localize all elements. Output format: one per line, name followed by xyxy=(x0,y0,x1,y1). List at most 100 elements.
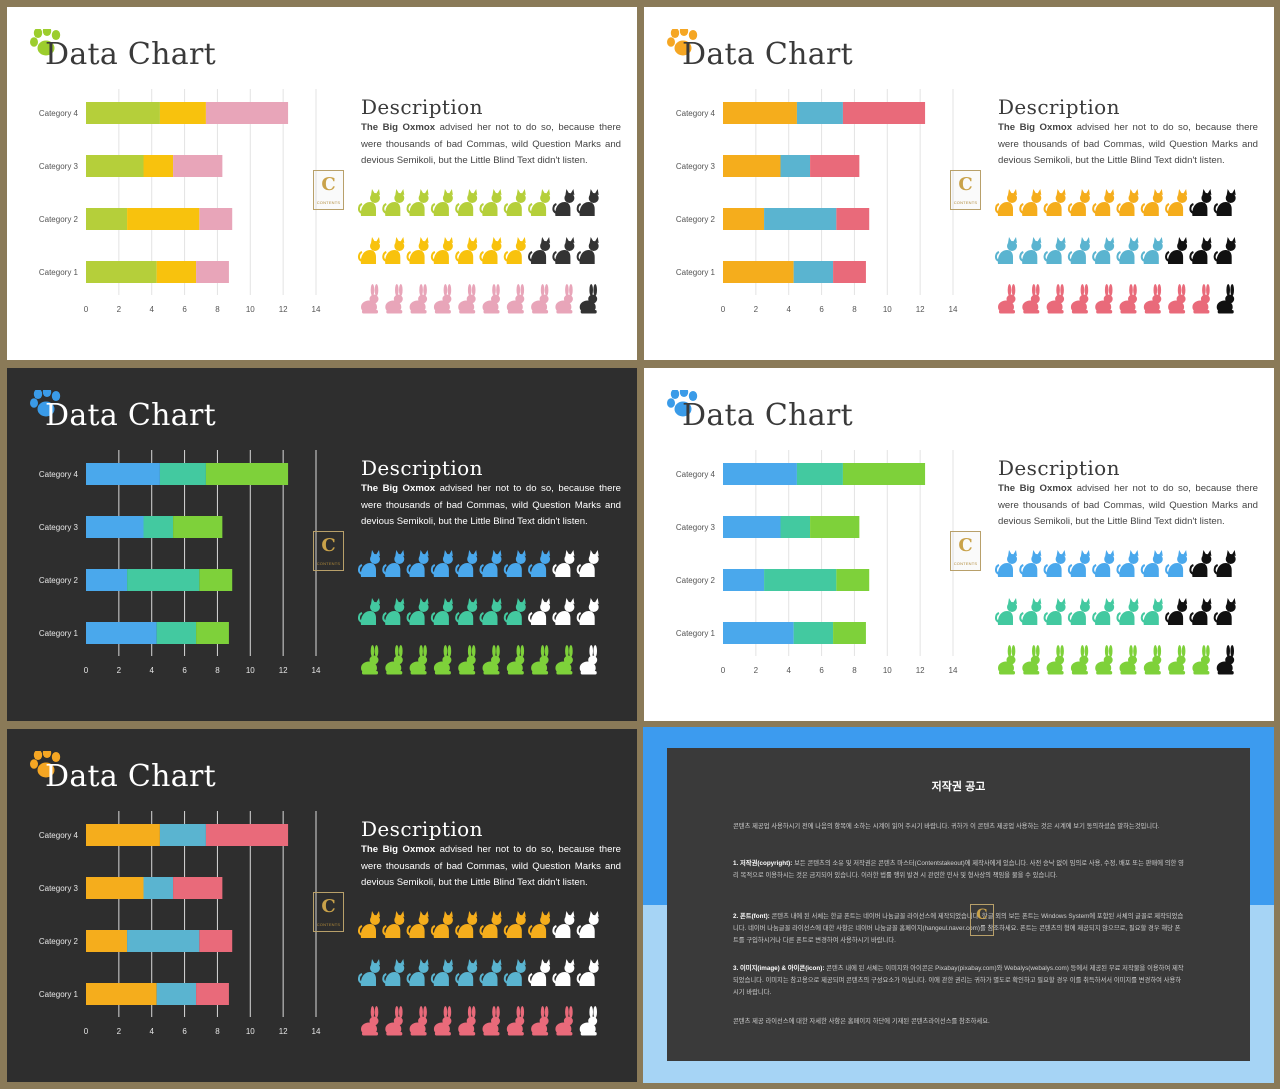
y-category-label: Category 1 xyxy=(39,990,79,999)
y-category-label: Category 4 xyxy=(676,470,716,479)
x-tick-label: 8 xyxy=(215,1027,220,1036)
cat-icon xyxy=(358,550,380,577)
slide-4[interactable]: Data Chart 0 2 4 6 8 10 12 14 Category 1 Category… xyxy=(644,368,1274,721)
y-category-label: Category 3 xyxy=(676,523,716,532)
cat-icon xyxy=(503,189,526,216)
slide-1[interactable]: Data Chart 0 2 4 6 8 10 12 14 Category 1 Category… xyxy=(7,7,637,360)
cat-icon-row-2 xyxy=(995,237,1236,264)
cat-icon-row-1 xyxy=(995,550,1236,577)
cat-icon xyxy=(1116,189,1139,216)
bar-segment xyxy=(723,261,794,283)
paw-icon xyxy=(667,29,698,56)
cat-icon xyxy=(503,959,526,986)
notice-paragraph-5: 콘텐츠 제공 라이선스에 대한 자세한 사항은 홈페이지 하단에 기재된 콘텐츠… xyxy=(733,1018,990,1025)
cat-icon xyxy=(406,598,429,625)
cat-icon xyxy=(576,550,599,577)
cat-icon xyxy=(382,598,405,625)
cat-icon-row-2 xyxy=(358,598,599,625)
bar-segment xyxy=(205,824,289,846)
bar-segment xyxy=(156,261,197,283)
rabbit-icon xyxy=(433,284,452,314)
y-category-label: Category 4 xyxy=(39,831,79,840)
cat-icon xyxy=(528,911,551,938)
bar-segment xyxy=(156,622,197,644)
description-text: The Big Oxmox advised her not to do so, … xyxy=(361,844,622,888)
x-tick-label: 8 xyxy=(852,305,857,314)
rabbit-icon xyxy=(385,284,403,314)
bar-segment xyxy=(833,622,866,644)
y-category-label: Category 2 xyxy=(676,576,716,585)
cat-icon xyxy=(455,550,478,577)
cat-icon xyxy=(406,550,429,577)
x-tick-label: 12 xyxy=(916,305,925,314)
cat-icon xyxy=(479,189,502,216)
bar-segment xyxy=(86,516,144,538)
cat-icon xyxy=(1116,237,1139,264)
paw-pad xyxy=(37,762,55,778)
cat-icon xyxy=(1213,189,1236,216)
bar-segment xyxy=(196,261,229,283)
bar-segment xyxy=(723,516,781,538)
cat-icon xyxy=(1092,237,1115,264)
bar-segment xyxy=(796,463,843,485)
contents-logo: C CONTENTS xyxy=(313,892,344,932)
cat-icon xyxy=(576,598,599,625)
paw-pad xyxy=(37,401,55,417)
cat-icon xyxy=(1019,237,1042,264)
cat-icon xyxy=(1043,550,1066,577)
cat-icon xyxy=(406,237,429,264)
cat-icon xyxy=(528,237,551,264)
x-tick-label: 4 xyxy=(149,666,154,675)
slide-2[interactable]: Data Chart 0 2 4 6 8 10 12 14 Category 1 Category… xyxy=(644,7,1274,360)
cat-icon xyxy=(1189,598,1212,625)
cat-icon xyxy=(1213,550,1236,577)
paw-toe xyxy=(670,390,680,400)
x-tick-label: 4 xyxy=(786,666,791,675)
bar-segment xyxy=(86,102,160,124)
x-tick-label: 12 xyxy=(916,666,925,675)
cat-icon xyxy=(382,189,405,216)
slide-title: Data Chart xyxy=(45,37,216,72)
bar-segment xyxy=(196,983,229,1005)
y-category-label: Category 4 xyxy=(39,109,79,118)
x-tick-label: 10 xyxy=(883,666,892,675)
cat-icon xyxy=(455,598,478,625)
description-text: The Big Oxmox advised her not to do so, … xyxy=(361,483,622,527)
cat-icon xyxy=(576,237,599,264)
x-tick-label: 0 xyxy=(84,1027,89,1036)
bar-segment xyxy=(810,155,860,177)
notice-panel: 저작권 공고 콘텐츠 제공업 사용하시기 전에 나음의 항목에 소하는 시계이 … xyxy=(667,748,1250,1061)
cat-icon xyxy=(479,959,502,986)
bar-segment xyxy=(833,261,866,283)
description-text: The Big Oxmox advised her not to do so, … xyxy=(361,122,622,166)
copyright-notice-slide[interactable]: 저작권 공고 콘텐츠 제공업 사용하시기 전에 나음의 항목에 소하는 시계이 … xyxy=(643,727,1274,1083)
bar-segment xyxy=(842,102,926,124)
slide-5[interactable]: Data Chart 0 2 4 6 8 10 12 14 Category 1 Category… xyxy=(7,729,637,1082)
notice-paragraph-1: 콘텐츠 제공업 사용하시기 전에 나음의 항목에 소하는 시계이 읽어 주시기 … xyxy=(733,823,1160,830)
rabbit-icon xyxy=(1192,645,1210,675)
cat-icon xyxy=(528,598,551,625)
cat-icon-row-1 xyxy=(358,911,599,938)
cat-icon-row-2 xyxy=(995,598,1236,625)
x-tick-label: 4 xyxy=(786,305,791,314)
y-category-label: Category 1 xyxy=(39,268,79,277)
x-tick-label: 14 xyxy=(949,666,958,675)
y-category-label: Category 3 xyxy=(676,162,716,171)
x-tick-label: 12 xyxy=(279,1027,288,1036)
bar-segment xyxy=(810,516,860,538)
rabbit-icon xyxy=(579,1006,598,1036)
x-tick-label: 8 xyxy=(215,305,220,314)
slide-3[interactable]: Data Chart 0 2 4 6 8 10 12 14 Category 1 Category… xyxy=(7,368,637,721)
cat-icon xyxy=(382,237,405,264)
stacked-bar-chart: 0 2 4 6 8 10 12 14 Category 1 Category 2 Category … xyxy=(676,89,958,314)
description-text: The Big Oxmox advised her not to do so, … xyxy=(998,483,1259,527)
rabbit-icon xyxy=(998,284,1016,314)
rabbit-icon-row xyxy=(998,284,1235,314)
y-category-label: Category 4 xyxy=(39,470,79,479)
cat-icon xyxy=(358,237,380,264)
bar-segment xyxy=(723,102,797,124)
cat-icon xyxy=(455,237,478,264)
cat-icon xyxy=(1189,237,1212,264)
paw-toe xyxy=(51,390,61,402)
bar-segment xyxy=(723,155,781,177)
